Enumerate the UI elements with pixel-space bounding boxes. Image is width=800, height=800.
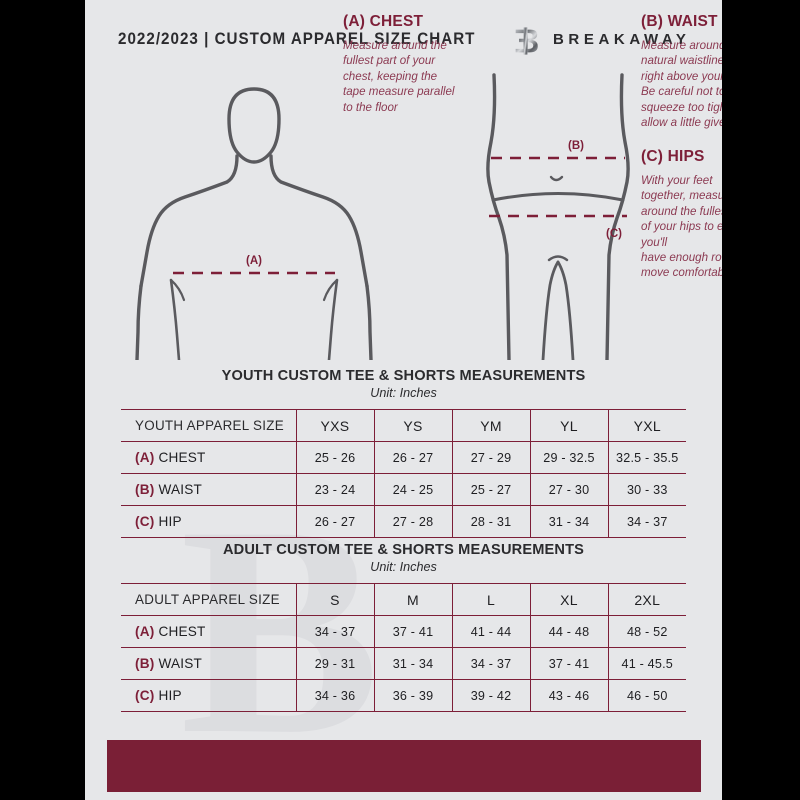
- waist-marker-label: (B): [568, 140, 584, 152]
- callout-chest-body: Measure around the fullest part of your …: [343, 39, 455, 114]
- youth-chest-ys: 26 - 27: [373, 441, 452, 474]
- youth-chest-yxl: 32.5 - 35.5: [607, 441, 686, 474]
- adult-waist-2xl: 41 - 45.5: [607, 647, 686, 680]
- logo-wordmark: BREAKAWAY: [553, 31, 691, 48]
- callout-hips-title: (C) HIPS: [641, 148, 705, 165]
- table-row: (C) HIP 34 - 36 36 - 39 39 - 42 43 - 46 …: [121, 679, 686, 712]
- youth-waist-ys: 24 - 25: [373, 473, 452, 506]
- youth-size-ym: YM: [451, 409, 530, 442]
- callout-waist-title: (B) WAIST: [641, 13, 718, 30]
- youth-row-waist-label: (B) WAIST: [121, 473, 296, 506]
- hips-figure: [486, 73, 630, 360]
- youth-table-title: YOUTH CUSTOM TEE & SHORTS MEASUREMENTS: [221, 368, 586, 384]
- body-measurement-figures: (A) (B) (C): [135, 73, 630, 360]
- youth-size-yxs: YXS: [295, 409, 374, 442]
- table-row: (C) HIP 26 - 27 27 - 28 28 - 31 31 - 34 …: [121, 505, 686, 538]
- adult-waist-m: 31 - 34: [373, 647, 452, 680]
- callout-hips-body: With your feet together, measure around …: [641, 174, 722, 280]
- chest-marker-label: (A): [246, 255, 262, 267]
- hips-marker-label: (C): [606, 228, 622, 240]
- youth-hip-yxs: 26 - 27: [295, 505, 374, 538]
- adult-size-table: ADULT APPAREL SIZE S M L XL 2XL (A) CHES…: [121, 583, 686, 712]
- breakaway-logo-icon: [515, 27, 538, 55]
- youth-hip-ys: 27 - 28: [373, 505, 452, 538]
- youth-chest-yl: 29 - 32.5: [529, 441, 608, 474]
- adult-chest-xl: 44 - 48: [529, 615, 608, 648]
- adult-chest-2xl: 48 - 52: [607, 615, 686, 648]
- youth-waist-yxs: 23 - 24: [295, 473, 374, 506]
- page-header: 2022/2023 | CUSTOM APPAREL SIZE CHART BR…: [85, 27, 722, 62]
- youth-size-yl: YL: [529, 409, 608, 442]
- page-title: 2022/2023 | CUSTOM APPAREL SIZE CHART: [118, 30, 476, 48]
- callout-chest: (A) CHEST Measure around the fullest par…: [343, 13, 483, 115]
- callout-waist: (B) WAIST Measure around your natural wa…: [641, 13, 722, 130]
- adult-size-xl: XL: [529, 583, 608, 616]
- adult-size-l: L: [451, 583, 530, 616]
- youth-hip-ym: 28 - 31: [451, 505, 530, 538]
- adult-size-s: S: [295, 583, 374, 616]
- table-row: (B) WAIST 29 - 31 31 - 34 34 - 37 37 - 4…: [121, 647, 686, 680]
- table-row: (B) WAIST 23 - 24 24 - 25 25 - 27 27 - 3…: [121, 473, 686, 506]
- adult-chest-s: 34 - 37: [295, 615, 374, 648]
- callout-waist-body: Measure around your natural waistline – …: [641, 39, 722, 130]
- adult-hip-l: 39 - 42: [451, 679, 530, 712]
- adult-row-waist-label: (B) WAIST: [121, 647, 296, 680]
- table-header-row: ADULT APPAREL SIZE S M L XL 2XL: [121, 583, 686, 616]
- adult-hip-s: 34 - 36: [295, 679, 374, 712]
- footer-bar: [107, 740, 701, 792]
- youth-size-ys: YS: [373, 409, 452, 442]
- youth-waist-yl: 27 - 30: [529, 473, 608, 506]
- youth-header-label: YOUTH APPAREL SIZE: [121, 409, 296, 442]
- adult-measurements-section: ADULT CUSTOM TEE & SHORTS MEASUREMENTS U…: [121, 542, 686, 712]
- youth-hip-yl: 31 - 34: [529, 505, 608, 538]
- callout-chest-title: (A) CHEST: [343, 13, 424, 30]
- table-row: (A) CHEST 34 - 37 37 - 41 41 - 44 44 - 4…: [121, 615, 686, 648]
- adult-row-hip-label: (C) HIP: [121, 679, 296, 712]
- adult-table-title: ADULT CUSTOM TEE & SHORTS MEASUREMENTS: [222, 542, 585, 558]
- youth-hip-yxl: 34 - 37: [607, 505, 686, 538]
- youth-size-table: YOUTH APPAREL SIZE YXS YS YM YL YXL (A) …: [121, 409, 686, 538]
- torso-figure: [135, 87, 373, 360]
- adult-header-label: ADULT APPAREL SIZE: [121, 583, 296, 616]
- youth-row-hip-label: (C) HIP: [121, 505, 296, 538]
- youth-chest-ym: 27 - 29: [451, 441, 530, 474]
- table-row: (A) CHEST 25 - 26 26 - 27 27 - 29 29 - 3…: [121, 441, 686, 474]
- adult-waist-l: 34 - 37: [451, 647, 530, 680]
- youth-row-chest-label: (A) CHEST: [121, 441, 296, 474]
- youth-measurements-section: YOUTH CUSTOM TEE & SHORTS MEASUREMENTS U…: [121, 368, 686, 538]
- table-header-row: YOUTH APPAREL SIZE YXS YS YM YL YXL: [121, 409, 686, 442]
- adult-chest-l: 41 - 44: [451, 615, 530, 648]
- adult-row-chest-label: (A) CHEST: [121, 615, 296, 648]
- youth-waist-yxl: 30 - 33: [607, 473, 686, 506]
- adult-hip-xl: 43 - 46: [529, 679, 608, 712]
- adult-table-unit: Unit: Inches: [370, 560, 437, 574]
- callout-hips: (C) HIPS With your feet together, measur…: [641, 148, 722, 281]
- youth-waist-ym: 25 - 27: [451, 473, 530, 506]
- adult-size-2xl: 2XL: [607, 583, 686, 616]
- youth-chest-yxs: 25 - 26: [295, 441, 374, 474]
- adult-size-m: M: [373, 583, 452, 616]
- adult-chest-m: 37 - 41: [373, 615, 452, 648]
- adult-hip-2xl: 46 - 50: [607, 679, 686, 712]
- adult-hip-m: 36 - 39: [373, 679, 452, 712]
- youth-table-unit: Unit: Inches: [370, 386, 437, 400]
- youth-size-yxl: YXL: [607, 409, 686, 442]
- size-chart-page: B 2022/2023 | CUSTOM APPAREL SIZE CHART …: [85, 0, 722, 800]
- adult-waist-xl: 37 - 41: [529, 647, 608, 680]
- adult-waist-s: 29 - 31: [295, 647, 374, 680]
